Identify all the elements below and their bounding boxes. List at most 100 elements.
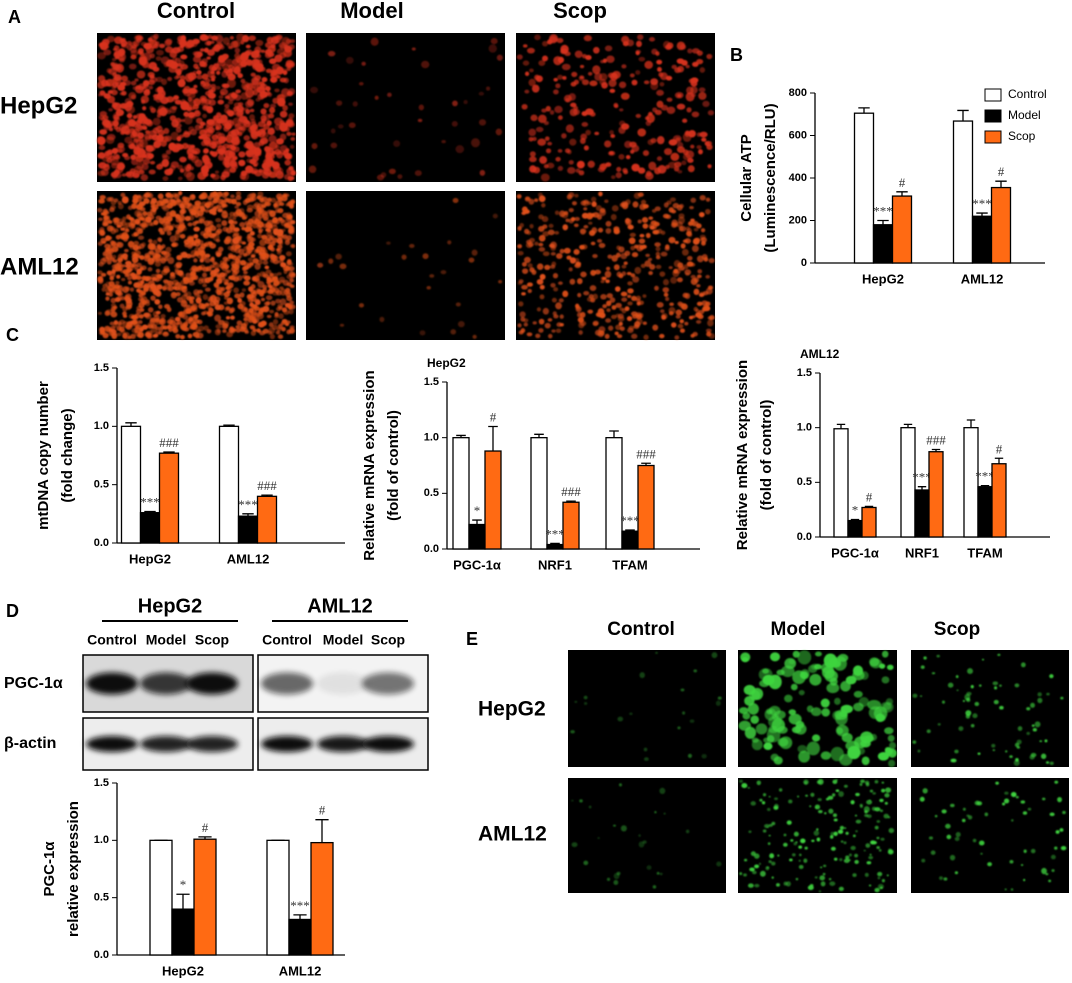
- cell: [711, 652, 718, 659]
- cell: [238, 151, 246, 158]
- cell: [1015, 795, 1019, 799]
- cell: [606, 300, 612, 307]
- cell: [429, 274, 435, 278]
- significance: ***: [290, 898, 310, 913]
- cell: [227, 100, 234, 105]
- cell: [215, 124, 222, 130]
- cell: [183, 277, 190, 285]
- cell: [223, 238, 231, 245]
- lane-label: Scop: [195, 632, 229, 648]
- cell: [845, 855, 850, 860]
- cell: [199, 250, 205, 256]
- cell: [642, 294, 647, 298]
- cell: [345, 56, 354, 64]
- cell: [196, 74, 204, 80]
- cell: [163, 265, 170, 272]
- cell: [542, 40, 548, 47]
- cell: [133, 240, 140, 246]
- cell: [879, 809, 884, 813]
- cell: [186, 148, 195, 157]
- cell: [681, 59, 688, 66]
- cell: [222, 158, 230, 167]
- cell: [191, 241, 197, 247]
- cell: [615, 252, 621, 258]
- cell: [590, 196, 597, 203]
- cell: [556, 37, 564, 44]
- cell: [163, 256, 169, 262]
- cell: [264, 265, 270, 270]
- cell: [134, 220, 140, 225]
- cell: [218, 246, 224, 252]
- cell: [123, 256, 128, 261]
- cell: [455, 302, 461, 307]
- cell: [145, 145, 155, 153]
- cell: [155, 310, 161, 315]
- cell: [261, 171, 270, 179]
- cell: [154, 317, 160, 323]
- cell: [212, 198, 219, 204]
- cell: [652, 324, 659, 331]
- cell: [619, 326, 625, 331]
- cell: [630, 149, 635, 154]
- cell: [111, 332, 118, 340]
- cell: [578, 170, 585, 176]
- cell: [634, 266, 642, 275]
- bar: [861, 506, 877, 538]
- error-bar: [896, 191, 908, 197]
- cell: [620, 825, 627, 832]
- cell: [585, 129, 591, 136]
- error-bar: [223, 424, 235, 427]
- cell: [128, 143, 136, 150]
- cell: [200, 192, 208, 200]
- cell: [814, 804, 821, 810]
- cell: [117, 257, 123, 263]
- cell: [113, 114, 120, 121]
- cell: [452, 197, 459, 204]
- cell: [240, 121, 247, 127]
- cell: [581, 122, 589, 127]
- cell: [317, 262, 324, 268]
- y-tick-label: 200: [789, 214, 807, 226]
- cell: [131, 327, 138, 334]
- cell: [563, 247, 571, 254]
- cell: [771, 821, 776, 826]
- cell: [570, 730, 575, 734]
- cell: [677, 93, 682, 98]
- cell: [227, 78, 237, 89]
- panel-label: D: [6, 601, 19, 621]
- cell: [797, 650, 812, 665]
- cell: [166, 307, 172, 313]
- cell: [852, 873, 857, 877]
- cell: [954, 749, 959, 754]
- cell: [527, 288, 532, 294]
- cell: [244, 262, 249, 267]
- cell: [939, 876, 943, 880]
- cell: [966, 814, 970, 817]
- cell: [268, 327, 276, 335]
- cell: [517, 226, 522, 231]
- lane-label: Control: [262, 632, 312, 648]
- cell: [648, 216, 654, 220]
- y-tick-label: 400: [789, 172, 807, 184]
- cell: [209, 224, 214, 228]
- cell: [192, 70, 198, 76]
- cell: [831, 793, 836, 797]
- cell: [288, 308, 294, 315]
- cell: [548, 333, 553, 339]
- column-header: Control: [157, 0, 235, 23]
- cell: [970, 684, 974, 689]
- cell: [279, 279, 285, 284]
- cell: [687, 221, 694, 227]
- x-tick-label: TFAM: [612, 557, 647, 572]
- cell: [681, 303, 688, 310]
- cell: [243, 280, 251, 286]
- cell: [818, 810, 823, 814]
- cell: [806, 741, 820, 756]
- cell: [243, 135, 250, 141]
- cell: [690, 277, 698, 286]
- cell: [286, 66, 292, 71]
- blot-band: [317, 672, 369, 695]
- cell: [173, 95, 180, 100]
- cell: [1057, 796, 1062, 803]
- cell: [205, 77, 211, 84]
